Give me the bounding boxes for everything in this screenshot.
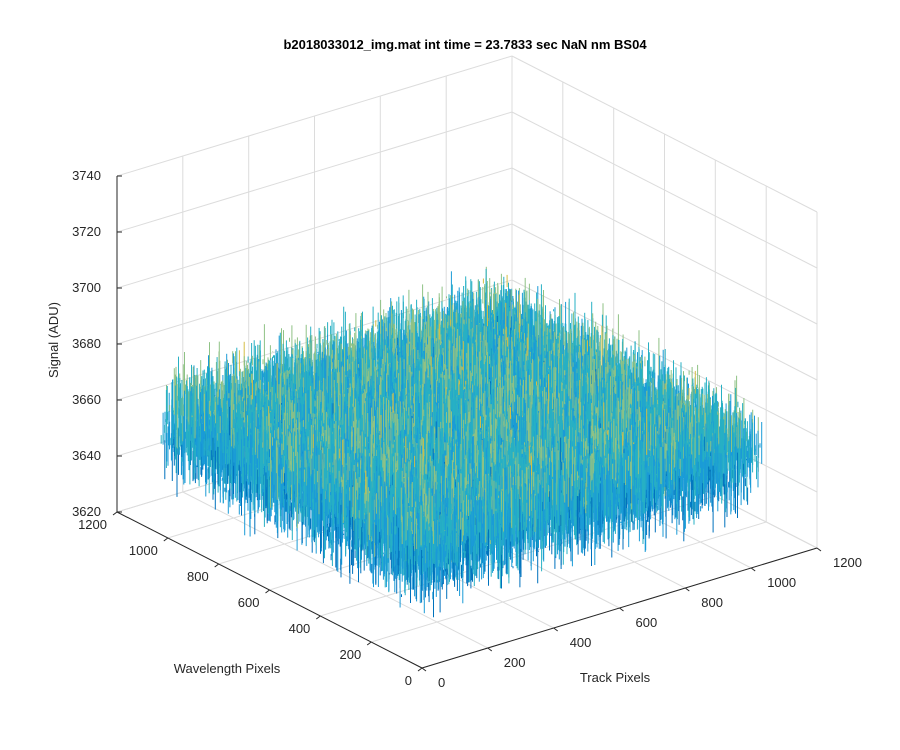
x-tick-mark bbox=[750, 567, 756, 572]
y-tick-mark bbox=[265, 589, 270, 594]
surface bbox=[160, 266, 763, 618]
floor-grid-line bbox=[371, 521, 767, 643]
y-tick-mark bbox=[315, 615, 321, 620]
wall-grid-line bbox=[511, 223, 818, 381]
x-tick-mark bbox=[553, 627, 559, 632]
y-tick-mark bbox=[417, 667, 423, 672]
axis-lines bbox=[112, 175, 822, 672]
y-tick-mark bbox=[214, 563, 219, 568]
wall-grid-line bbox=[116, 55, 513, 177]
wall-grid-line bbox=[116, 223, 513, 345]
y-tick-mark bbox=[366, 641, 372, 646]
wall-grid-line bbox=[116, 111, 513, 233]
x-tick-mark bbox=[421, 667, 427, 672]
y-tick-mark bbox=[163, 537, 169, 542]
x-tick-mark bbox=[684, 587, 690, 592]
wall-grid-line bbox=[511, 55, 818, 213]
x-tick-mark bbox=[619, 607, 624, 612]
wall-grid-line bbox=[116, 167, 513, 289]
wall-grid-line bbox=[511, 167, 818, 325]
wall-grid-line bbox=[511, 279, 818, 437]
x-tick-mark bbox=[487, 647, 493, 652]
x-tick-mark bbox=[816, 547, 822, 552]
wall-grid-line bbox=[511, 111, 818, 269]
y-tick-mark bbox=[112, 511, 118, 516]
